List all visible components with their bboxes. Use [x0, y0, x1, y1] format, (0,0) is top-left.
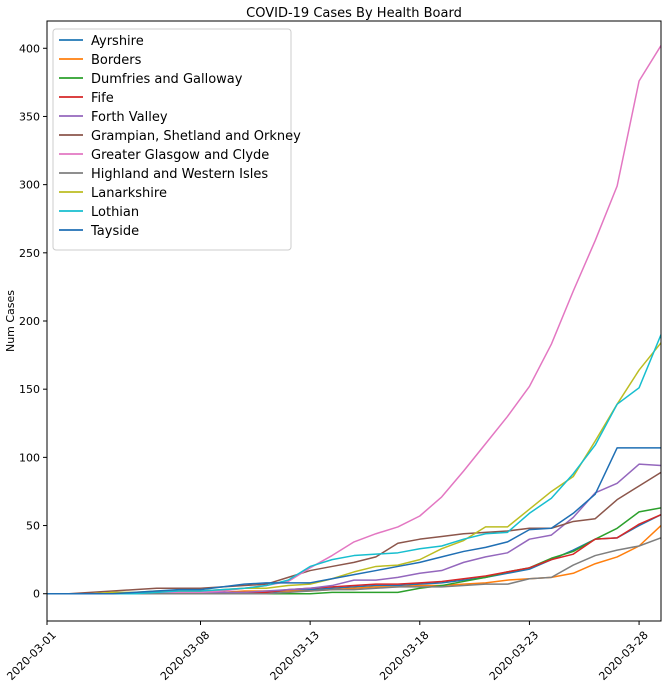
y-tick-label: 200 — [19, 315, 40, 328]
series-line-3 — [47, 513, 661, 595]
y-tick-label: 150 — [19, 383, 40, 396]
x-tick-label: 2020-03-28 — [596, 629, 650, 683]
legend-entry: Highland and Western Isles — [91, 167, 268, 182]
y-tick-label: 300 — [19, 179, 40, 192]
y-tick-label: 250 — [19, 247, 40, 260]
y-tick-label: 50 — [26, 520, 40, 533]
series-line-1 — [47, 525, 661, 595]
legend-entry: Fife — [91, 91, 114, 106]
x-tick-label: 2020-03-13 — [268, 629, 322, 683]
series-line-5 — [47, 471, 661, 595]
legend-entry: Grampian, Shetland and Orkney — [91, 129, 301, 144]
x-tick-label: 2020-03-23 — [487, 629, 541, 683]
legend-entry: Dumfries and Galloway — [91, 72, 243, 87]
series-line-10 — [47, 447, 661, 595]
legend: Ayrshire Borders Dumfries and Galloway Fife… — [52, 28, 301, 251]
chart-title: COVID-19 Cases By Health Board — [246, 6, 462, 21]
y-axis-label: Num Cases — [4, 290, 17, 352]
legend-box — [52, 28, 292, 251]
series-line-0 — [47, 513, 661, 595]
legend-entry: Greater Glasgow and Clyde — [91, 148, 269, 163]
legend-entry: Lothian — [91, 205, 139, 220]
x-axis: 2020-03-01 2020-03-08 2020-03-13 2020-03-18… — [4, 621, 651, 683]
y-axis: 0 50 100 150 200 250 300 350 400 — [19, 42, 47, 601]
y-tick-label: 100 — [19, 451, 40, 464]
legend-entry: Lanarkshire — [91, 186, 167, 201]
x-tick-label: 2020-03-01 — [4, 629, 58, 683]
legend-entry: Tayside — [90, 224, 139, 239]
y-tick-label: 400 — [19, 42, 40, 55]
legend-entry: Forth Valley — [91, 110, 168, 125]
y-tick-label: 350 — [19, 110, 40, 123]
x-tick-label: 2020-03-08 — [158, 629, 212, 683]
legend-entry: Borders — [91, 53, 142, 68]
series-line-7 — [47, 537, 661, 595]
x-tick-label: 2020-03-18 — [377, 629, 431, 683]
plot-lines — [47, 45, 661, 595]
y-tick-label: 0 — [33, 588, 40, 601]
legend-entry: Ayrshire — [91, 34, 144, 49]
series-line-9 — [47, 334, 661, 595]
